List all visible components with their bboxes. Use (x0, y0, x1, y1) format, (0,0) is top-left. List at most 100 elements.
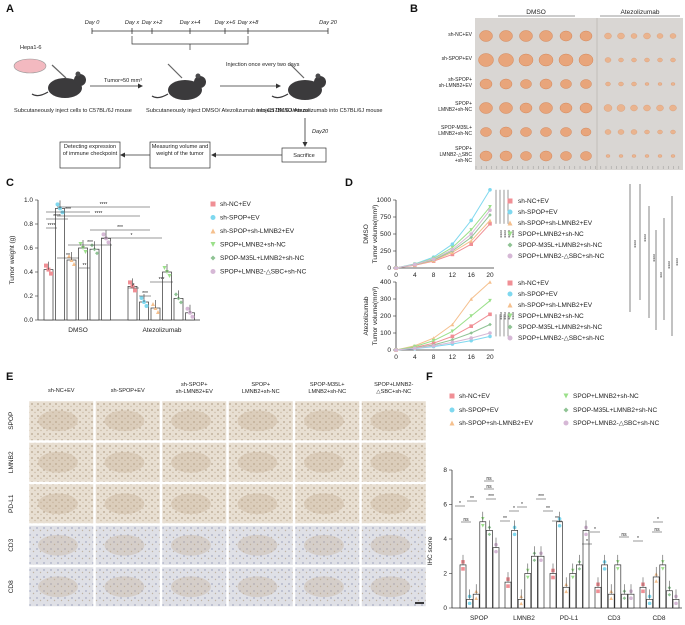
panel-b: B DMSO Atezolizumab sh-NC+EVsh-SPOP+EVsh… (410, 3, 683, 170)
d-point (488, 280, 492, 284)
d-right-sig-label: **** (664, 261, 670, 269)
tumor-atezolizumab (618, 154, 624, 158)
arrow-3-head (302, 142, 308, 147)
c-sig-label: * (131, 233, 133, 239)
ihc-column-label-line: LMNB2+sh-NC (308, 389, 346, 395)
tumor-dmso (499, 30, 513, 42)
ihc-stain-region (170, 410, 211, 432)
injection-freq-label: Injection once every two days (226, 62, 300, 68)
c-point (95, 251, 99, 256)
d-x-tick-label: 0 (394, 354, 398, 361)
tumor-row-label: SPOP+ LMNB2-△SBC +sh-NC (440, 146, 473, 164)
d-legend-marker (507, 198, 513, 204)
d-point (450, 242, 455, 246)
tumor-atezolizumab (604, 32, 612, 40)
c-point (55, 202, 60, 207)
tumor-atezolizumab (630, 129, 638, 135)
d-legend-label: SPOP-M35L+LMNB2+sh-NC (518, 242, 602, 249)
tumor-dmso (519, 30, 533, 42)
f-sig-label: * (459, 501, 461, 507)
d-x-tick-label: 4 (413, 272, 417, 279)
ihc-stain-region (303, 451, 344, 473)
c-sig-label: **** (100, 202, 108, 208)
f-point (539, 558, 543, 563)
d-y-tick-label: 300 (380, 296, 391, 303)
d-right-sig-label: **** (640, 234, 646, 242)
f-sig-label: * (586, 539, 588, 545)
d-x-tick-label: 4 (413, 354, 417, 361)
ihc-column-label-line: SPOP+ (251, 382, 270, 388)
d-point (469, 336, 474, 340)
c-legend-marker (210, 215, 216, 220)
d-point (469, 324, 473, 328)
f-sig-label: ** (503, 516, 507, 522)
f-sig-label: *** (488, 494, 494, 500)
d-right-sig-label: *** (656, 272, 662, 278)
c-point (101, 232, 106, 237)
f-legend-marker (563, 420, 569, 426)
d-point (450, 252, 455, 257)
tumor-dmso (539, 30, 553, 42)
ihc-stain-region (104, 493, 145, 515)
tumor-dmso (478, 53, 494, 67)
d-series-line (395, 313, 491, 351)
d-point (488, 312, 492, 317)
f-bar (556, 521, 563, 609)
f-y-tick-label: 8 (443, 467, 447, 474)
tumor-dmso (539, 78, 553, 90)
c-legend-label: SPOP-M35L+LMNB2+sh-NC (220, 255, 304, 262)
ihc-stain-region (37, 410, 78, 432)
c-legend-label: SPOP+LMNB2-△SBC+sh-NC (220, 269, 307, 276)
c-y-tick-label: 1.0 (24, 197, 33, 204)
d-point (488, 205, 492, 209)
tumor-dmso (499, 78, 513, 90)
tumor-atezolizumab (631, 154, 637, 158)
ihc-image (161, 442, 227, 483)
tumor-dmso (578, 53, 594, 67)
d-point (488, 298, 492, 303)
d-series-line (395, 206, 491, 269)
d-legend-label: sh-NC+EV (518, 198, 550, 205)
d-point (450, 245, 455, 250)
c-point (139, 296, 144, 300)
panel-f: F 0 2 4 6 8 IHC score SPOP LMNB2 PD-L1 CD3 CD8 * ns n… (426, 371, 682, 622)
d-point (469, 239, 473, 243)
tumor-dmso (479, 102, 493, 114)
timeline-label: Day x+2 (142, 20, 164, 26)
ihc-image (294, 566, 360, 607)
ihc-row-label: PD-L1 (8, 494, 15, 513)
ihc-stain-region (370, 493, 411, 515)
c-sig-label: *** (159, 277, 165, 283)
tumor-dmso (558, 53, 574, 67)
c-y-tick-label: 0.0 (24, 317, 33, 324)
ihc-column-label-line: SPOP-M35L+ (310, 382, 345, 388)
ihc-stain-region (104, 451, 145, 473)
ihc-image (294, 400, 360, 441)
d-point (450, 334, 455, 339)
ihc-column-label-line: sh-SPOP+EV (111, 388, 145, 394)
d-point (469, 228, 473, 232)
f-point (577, 567, 582, 571)
d-sig-label: **** (504, 312, 510, 320)
ihc-column-label-line: △SBC+sh-NC (376, 389, 411, 395)
injection-bracket (131, 36, 249, 50)
ihc-image (95, 525, 161, 566)
c-sig-label: *** (117, 225, 123, 231)
d-point (469, 338, 474, 343)
ihc-image (28, 400, 94, 441)
f-sig-label: ns (463, 517, 469, 523)
step2-text: Subcutaneously inject DMSO/ Atezolizumab… (146, 108, 310, 114)
f-sig-label: ** (555, 516, 559, 522)
d-x-tick-label: 12 (449, 354, 457, 361)
d-x-tick-label: 0 (394, 272, 398, 279)
c-legend-marker (210, 201, 216, 207)
c-legend-label: sh-SPOP+sh-LMNB2+EV (220, 228, 295, 235)
c-x-tick-label: Atezolizumab (142, 327, 181, 334)
d-legend-label: SPOP+LMNB2-△SBC+sh-NC (518, 335, 605, 342)
d-legend-marker (507, 209, 513, 215)
c-point (78, 242, 83, 246)
tumor-dmso (579, 30, 593, 42)
f-bar (486, 530, 493, 609)
f-point (526, 575, 530, 580)
